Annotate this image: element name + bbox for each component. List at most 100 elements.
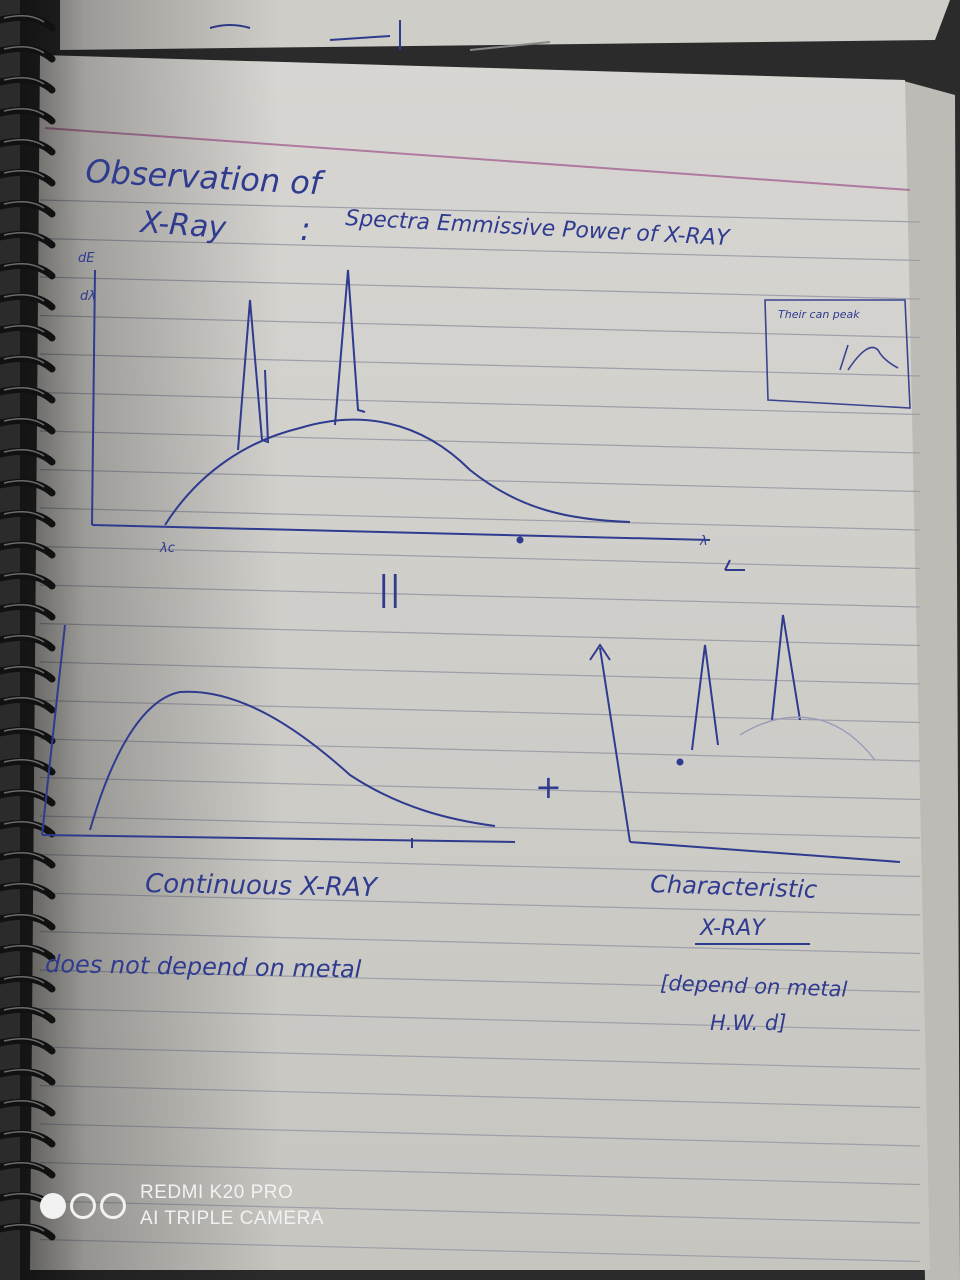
spiral-ring: [0, 13, 56, 32]
equals-mark: ||: [378, 569, 401, 609]
spiral-ring: [0, 974, 56, 993]
spiral-binding: [0, 13, 56, 1241]
spiral-ring-highlight: [3, 635, 45, 643]
spiral-ring: [0, 106, 56, 125]
spiral-ring: [0, 137, 56, 156]
spiral-ring-highlight: [3, 294, 45, 302]
spiral-ring-highlight: [3, 356, 45, 364]
spiral-ring: [0, 695, 56, 714]
spiral-ring-highlight: [3, 852, 45, 860]
graph-3-x-axis: [629, 841, 901, 863]
spiral-ring: [0, 416, 56, 435]
label-continuous: Continuous X-RAY: [145, 869, 379, 903]
watermark-line-2: AI TRIPLE CAMERA: [140, 1208, 324, 1229]
spiral-ring: [0, 1036, 56, 1055]
spiral-ring-highlight: [3, 1069, 45, 1077]
spiral-ring-highlight: [3, 821, 45, 829]
spiral-ring-highlight: [3, 1131, 45, 1139]
spiral-ring: [0, 571, 56, 590]
graph-2-x-axis: [41, 834, 516, 843]
spiral-ring: [0, 943, 56, 962]
spiral-ring: [0, 633, 56, 652]
label-characteristic-1: Characteristic: [650, 870, 818, 904]
spiral-ring-highlight: [3, 604, 45, 612]
spiral-ring: [0, 447, 56, 466]
spiral-ring: [0, 261, 56, 280]
spiral-ring: [0, 44, 56, 63]
svg-text:Their can peak: Their can peak: [778, 308, 860, 321]
graph-1-y-axis: [91, 269, 96, 526]
graph-2-continuous: [41, 624, 516, 848]
spiral-ring-highlight: [3, 46, 45, 54]
graph-3-characteristic: [589, 614, 901, 863]
spiral-ring-highlight: [3, 573, 45, 581]
graph-2-y-axis: [41, 624, 66, 836]
spiral-ring-highlight: [3, 232, 45, 240]
note-characteristic-2: H.W. d]: [710, 1011, 786, 1035]
spiral-ring: [0, 1129, 56, 1148]
spiral-ring-highlight: [3, 759, 45, 767]
side-note-box: Their can peak: [764, 299, 911, 409]
spiral-ring: [0, 912, 56, 931]
graph-3-peak-1: [691, 644, 719, 751]
watermark-dots-icon: [40, 1193, 126, 1219]
watermark-line-1: REDMI K20 PRO: [140, 1182, 294, 1203]
colon-mark: :: [300, 210, 311, 248]
graph-1-y-label-top: dE: [78, 251, 95, 266]
spiral-ring-highlight: [3, 1224, 45, 1232]
spiral-ring-highlight: [3, 1162, 45, 1170]
graph-1-peak-1: [237, 299, 270, 451]
spiral-ring-highlight: [3, 666, 45, 674]
graph-1-continuous-curve: [164, 418, 631, 526]
spiral-ring: [0, 1005, 56, 1024]
spiral-ring-highlight: [3, 263, 45, 271]
label-characteristic-2: X-RAY: [699, 916, 766, 941]
spiral-ring-highlight: [3, 542, 45, 550]
spiral-ring-highlight: [3, 325, 45, 333]
spiral-ring: [0, 1222, 56, 1241]
spiral-ring: [0, 850, 56, 869]
graph-2-curve: [89, 690, 496, 831]
spiral-ring-highlight: [3, 790, 45, 798]
spiral-ring: [0, 478, 56, 497]
spiral-ring: [0, 1067, 56, 1086]
spiral-ring: [0, 540, 56, 559]
spiral-ring: [0, 726, 56, 745]
spiral-ring: [0, 75, 56, 94]
spiral-ring: [0, 354, 56, 373]
spiral-ring-highlight: [3, 914, 45, 922]
back-page: [900, 80, 960, 1280]
spiral-ring: [0, 602, 56, 621]
spiral-ring-highlight: [3, 77, 45, 85]
spiral-ring: [0, 1098, 56, 1117]
spiral-ring: [0, 509, 56, 528]
note-continuous: does not depend on metal: [45, 950, 362, 984]
spiral-ring: [0, 199, 56, 218]
spiral-ring: [0, 292, 56, 311]
spiral-ring-highlight: [3, 883, 45, 891]
spiral-ring: [0, 819, 56, 838]
spiral-ring-highlight: [3, 1038, 45, 1046]
spiral-ring: [0, 664, 56, 683]
spiral-ring-highlight: [3, 945, 45, 953]
spiral-ring-highlight: [3, 139, 45, 147]
graph-3-peak-2: [771, 614, 801, 721]
spiral-ring-highlight: [3, 15, 45, 23]
spiral-ring-highlight: [3, 1007, 45, 1015]
spiral-ring-highlight: [3, 449, 45, 457]
graph-1-x-start-label: λc: [159, 541, 175, 556]
camera-watermark: REDMI K20 PRO AI TRIPLE CAMERA: [40, 1180, 324, 1232]
spiral-ring: [0, 323, 56, 342]
spiral-ring: [0, 1160, 56, 1179]
spiral-ring-highlight: [3, 728, 45, 736]
spiral-ring-highlight: [3, 418, 45, 426]
graph-1: [91, 269, 745, 571]
graph-1-peak-2: [334, 269, 366, 426]
spiral-ring-highlight: [3, 170, 45, 178]
spiral-ring-highlight: [3, 108, 45, 116]
spiral-ring-highlight: [3, 976, 45, 984]
spiral-ring-highlight: [3, 511, 45, 519]
spiral-ring-highlight: [3, 1100, 45, 1108]
topic-word: X-Ray: [137, 205, 228, 246]
